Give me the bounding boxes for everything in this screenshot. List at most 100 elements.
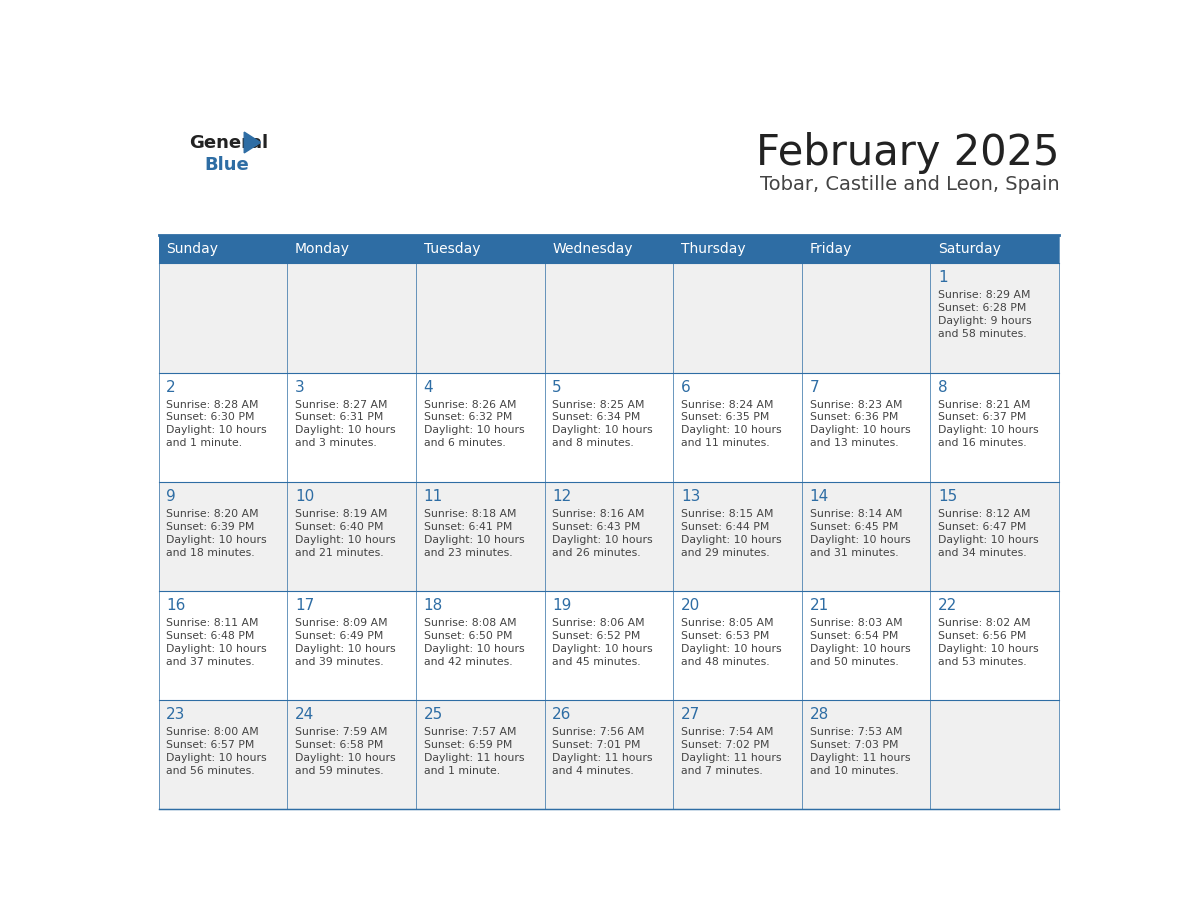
Text: Sunset: 6:32 PM: Sunset: 6:32 PM xyxy=(424,412,512,422)
Text: and 37 minutes.: and 37 minutes. xyxy=(166,656,255,666)
Text: Sunset: 7:03 PM: Sunset: 7:03 PM xyxy=(809,740,898,750)
Text: Sunrise: 7:53 AM: Sunrise: 7:53 AM xyxy=(809,727,902,737)
Text: Sunset: 6:52 PM: Sunset: 6:52 PM xyxy=(552,631,640,641)
Text: and 23 minutes.: and 23 minutes. xyxy=(424,547,512,557)
Bar xyxy=(287,700,416,810)
Text: and 11 minutes.: and 11 minutes. xyxy=(681,438,770,448)
Text: 3: 3 xyxy=(295,379,305,395)
Text: 22: 22 xyxy=(939,598,958,613)
Text: Sunrise: 8:16 AM: Sunrise: 8:16 AM xyxy=(552,509,645,519)
Text: Sunrise: 7:56 AM: Sunrise: 7:56 AM xyxy=(552,727,645,737)
Text: Sunrise: 8:03 AM: Sunrise: 8:03 AM xyxy=(809,618,902,628)
Text: 15: 15 xyxy=(939,488,958,504)
Text: Sunset: 6:37 PM: Sunset: 6:37 PM xyxy=(939,412,1026,422)
Bar xyxy=(544,591,674,700)
Bar xyxy=(930,700,1060,810)
Text: 24: 24 xyxy=(295,707,314,722)
Text: Daylight: 10 hours: Daylight: 10 hours xyxy=(681,425,782,435)
Text: 18: 18 xyxy=(424,598,443,613)
Text: 14: 14 xyxy=(809,488,829,504)
Text: Daylight: 10 hours: Daylight: 10 hours xyxy=(295,644,396,654)
Text: Sunrise: 7:57 AM: Sunrise: 7:57 AM xyxy=(424,727,516,737)
Text: 26: 26 xyxy=(552,707,571,722)
Text: Sunset: 6:41 PM: Sunset: 6:41 PM xyxy=(424,521,512,532)
Text: Blue: Blue xyxy=(204,156,249,174)
Text: and 48 minutes.: and 48 minutes. xyxy=(681,656,770,666)
Bar xyxy=(544,263,674,373)
Text: Sunset: 6:40 PM: Sunset: 6:40 PM xyxy=(295,521,384,532)
Bar xyxy=(416,591,544,700)
Text: Sunrise: 8:19 AM: Sunrise: 8:19 AM xyxy=(295,509,387,519)
Text: 1: 1 xyxy=(939,270,948,285)
Bar xyxy=(674,591,802,700)
Bar xyxy=(158,235,1060,263)
Text: Daylight: 10 hours: Daylight: 10 hours xyxy=(681,644,782,654)
Text: 27: 27 xyxy=(681,707,700,722)
Text: and 26 minutes.: and 26 minutes. xyxy=(552,547,640,557)
Text: Sunrise: 8:08 AM: Sunrise: 8:08 AM xyxy=(424,618,517,628)
Text: Wednesday: Wednesday xyxy=(552,242,633,256)
Text: and 10 minutes.: and 10 minutes. xyxy=(809,766,898,776)
Text: Daylight: 10 hours: Daylight: 10 hours xyxy=(552,644,653,654)
Text: Tuesday: Tuesday xyxy=(424,242,480,256)
Text: Daylight: 10 hours: Daylight: 10 hours xyxy=(939,644,1038,654)
Text: Daylight: 10 hours: Daylight: 10 hours xyxy=(295,534,396,544)
Text: Daylight: 10 hours: Daylight: 10 hours xyxy=(809,644,910,654)
Text: Sunrise: 7:59 AM: Sunrise: 7:59 AM xyxy=(295,727,387,737)
Text: and 1 minute.: and 1 minute. xyxy=(166,438,242,448)
Bar xyxy=(674,373,802,482)
Text: Sunrise: 8:11 AM: Sunrise: 8:11 AM xyxy=(166,618,259,628)
Text: Daylight: 10 hours: Daylight: 10 hours xyxy=(166,534,267,544)
Bar xyxy=(544,373,674,482)
Bar xyxy=(416,700,544,810)
Text: Tobar, Castille and Leon, Spain: Tobar, Castille and Leon, Spain xyxy=(759,174,1060,194)
Text: and 56 minutes.: and 56 minutes. xyxy=(166,766,255,776)
Text: Sunset: 6:44 PM: Sunset: 6:44 PM xyxy=(681,521,770,532)
Text: Sunset: 6:45 PM: Sunset: 6:45 PM xyxy=(809,521,898,532)
Text: and 4 minutes.: and 4 minutes. xyxy=(552,766,634,776)
Text: Daylight: 10 hours: Daylight: 10 hours xyxy=(424,644,524,654)
Text: 8: 8 xyxy=(939,379,948,395)
Text: Thursday: Thursday xyxy=(681,242,746,256)
Text: Sunset: 6:53 PM: Sunset: 6:53 PM xyxy=(681,631,770,641)
Text: Daylight: 10 hours: Daylight: 10 hours xyxy=(809,534,910,544)
Text: and 3 minutes.: and 3 minutes. xyxy=(295,438,377,448)
Text: and 29 minutes.: and 29 minutes. xyxy=(681,547,770,557)
Text: Daylight: 10 hours: Daylight: 10 hours xyxy=(424,425,524,435)
Text: Daylight: 9 hours: Daylight: 9 hours xyxy=(939,316,1032,326)
Text: Sunset: 6:56 PM: Sunset: 6:56 PM xyxy=(939,631,1026,641)
Text: Sunset: 6:30 PM: Sunset: 6:30 PM xyxy=(166,412,254,422)
Polygon shape xyxy=(245,132,260,153)
Text: 25: 25 xyxy=(424,707,443,722)
Text: and 6 minutes.: and 6 minutes. xyxy=(424,438,505,448)
Bar xyxy=(158,263,287,373)
Text: Sunset: 6:35 PM: Sunset: 6:35 PM xyxy=(681,412,770,422)
Text: Sunset: 6:31 PM: Sunset: 6:31 PM xyxy=(295,412,384,422)
Text: Sunrise: 8:23 AM: Sunrise: 8:23 AM xyxy=(809,399,902,409)
Text: Sunrise: 8:25 AM: Sunrise: 8:25 AM xyxy=(552,399,645,409)
Bar xyxy=(158,373,287,482)
Text: Sunset: 6:47 PM: Sunset: 6:47 PM xyxy=(939,521,1026,532)
Text: and 42 minutes.: and 42 minutes. xyxy=(424,656,512,666)
Bar xyxy=(416,263,544,373)
Bar xyxy=(416,482,544,591)
Text: Sunday: Sunday xyxy=(166,242,219,256)
Text: Sunrise: 8:21 AM: Sunrise: 8:21 AM xyxy=(939,399,1031,409)
Bar xyxy=(544,700,674,810)
Text: Sunrise: 8:15 AM: Sunrise: 8:15 AM xyxy=(681,509,773,519)
Text: Daylight: 10 hours: Daylight: 10 hours xyxy=(166,753,267,763)
Bar xyxy=(674,700,802,810)
Bar xyxy=(930,591,1060,700)
Text: Sunset: 6:39 PM: Sunset: 6:39 PM xyxy=(166,521,254,532)
Text: 21: 21 xyxy=(809,598,829,613)
Bar xyxy=(158,591,287,700)
Text: 20: 20 xyxy=(681,598,700,613)
Text: 16: 16 xyxy=(166,598,185,613)
Text: February 2025: February 2025 xyxy=(756,131,1060,174)
Text: Daylight: 10 hours: Daylight: 10 hours xyxy=(939,425,1038,435)
Text: Sunset: 6:28 PM: Sunset: 6:28 PM xyxy=(939,303,1026,313)
Text: 10: 10 xyxy=(295,488,314,504)
Text: 19: 19 xyxy=(552,598,571,613)
Text: Sunrise: 8:18 AM: Sunrise: 8:18 AM xyxy=(424,509,516,519)
Text: Sunrise: 8:24 AM: Sunrise: 8:24 AM xyxy=(681,399,773,409)
